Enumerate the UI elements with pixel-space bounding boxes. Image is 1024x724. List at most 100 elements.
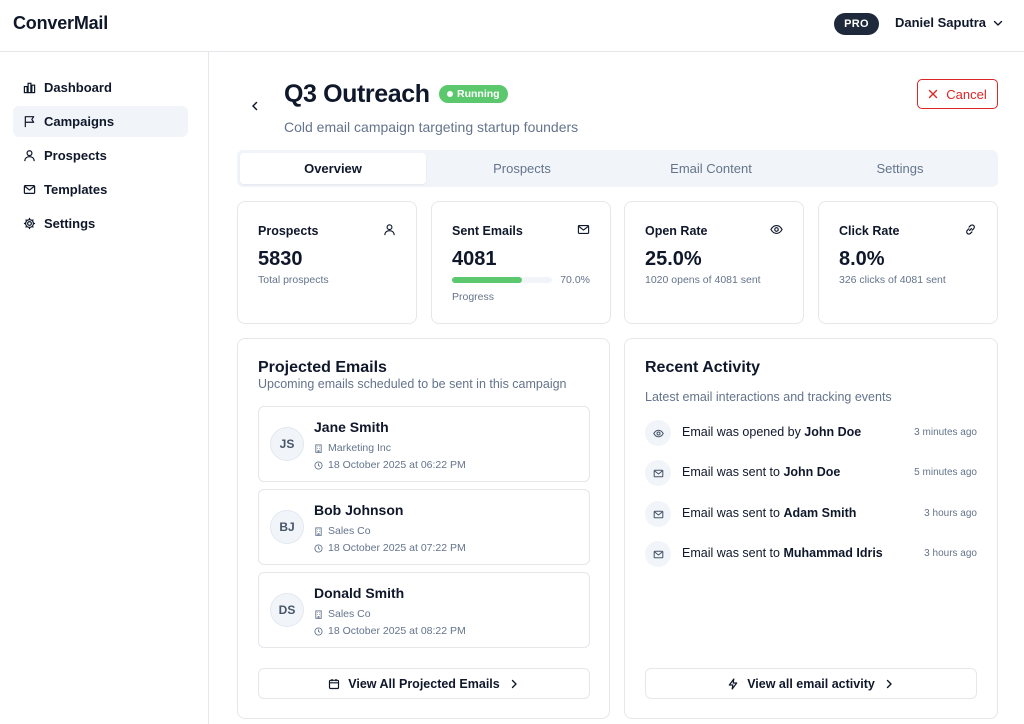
tab-overview[interactable]: Overview bbox=[240, 153, 426, 184]
avatar: DS bbox=[270, 593, 304, 627]
cancel-label: Cancel bbox=[946, 86, 987, 102]
page-title: Q3 Outreach bbox=[284, 80, 430, 108]
activity-item: Email was sent to Adam Smith 3 hours ago bbox=[645, 499, 977, 529]
activity-text: Email was sent to Adam Smith bbox=[682, 506, 856, 520]
progress-caption: Progress bbox=[452, 291, 495, 303]
sidebar-item-campaigns[interactable]: Campaigns bbox=[13, 106, 188, 137]
bar-chart-icon bbox=[23, 82, 36, 94]
progress-fill bbox=[452, 277, 522, 283]
button-label: View all email activity bbox=[747, 676, 875, 691]
panel-description: Latest email interactions and tracking e… bbox=[645, 390, 892, 404]
app-logo[interactable]: ConverMail bbox=[13, 13, 109, 33]
progress-percent: 70.0% bbox=[560, 274, 590, 286]
sidebar-item-prospects[interactable]: Prospects bbox=[13, 140, 188, 171]
activity-person: Muhammad Idris bbox=[783, 546, 883, 560]
tab-bar: Overview Prospects Email Content Setting… bbox=[237, 150, 998, 187]
plan-badge: PRO bbox=[834, 13, 879, 35]
chevron-right-icon bbox=[886, 679, 892, 688]
tab-settings[interactable]: Settings bbox=[876, 161, 924, 176]
stat-value: 5830 bbox=[258, 248, 303, 270]
recipient-name: Donald Smith bbox=[314, 585, 405, 601]
mail-icon bbox=[645, 501, 671, 527]
progress-bar bbox=[452, 277, 552, 283]
sidebar: Dashboard Campaigns Prospects Templates … bbox=[0, 52, 209, 724]
view-all-activity-button[interactable]: View all email activity bbox=[645, 668, 977, 699]
recipient-name: Bob Johnson bbox=[314, 502, 404, 518]
sidebar-item-label: Settings bbox=[44, 216, 96, 231]
stat-label: Sent Emails bbox=[452, 224, 523, 238]
scheduled-time: 18 October 2025 at 08:22 PM bbox=[328, 625, 466, 637]
activity-time: 3 hours ago bbox=[924, 548, 977, 559]
activity-action: Email was sent to bbox=[682, 465, 784, 479]
avatar: BJ bbox=[270, 510, 304, 544]
activity-time: 3 hours ago bbox=[924, 508, 977, 519]
eye-icon bbox=[770, 223, 783, 236]
projected-emails-panel: Projected Emails Upcoming emails schedul… bbox=[237, 338, 610, 719]
back-button[interactable] bbox=[245, 96, 265, 116]
activity-person: John Doe bbox=[804, 425, 862, 439]
tab-email-content[interactable]: Email Content bbox=[670, 161, 752, 176]
projected-email-item[interactable]: DS Donald Smith Sales Co 18 October 2025… bbox=[258, 572, 590, 648]
stat-card-open-rate: Open Rate 25.0% 1020 opens of 4081 sent bbox=[624, 201, 804, 324]
activity-action: Email was sent to bbox=[682, 506, 784, 520]
close-icon bbox=[929, 89, 938, 99]
status-badge: Running bbox=[439, 85, 508, 103]
status-dot bbox=[447, 91, 453, 97]
stat-subtext: 1020 opens of 4081 sent bbox=[645, 274, 761, 286]
schedule-row: 18 October 2025 at 08:22 PM bbox=[314, 625, 466, 637]
user-icon bbox=[383, 223, 396, 236]
company-row: Sales Co bbox=[314, 608, 371, 620]
sidebar-item-label: Campaigns bbox=[44, 114, 115, 129]
scheduled-time: 18 October 2025 at 06:22 PM bbox=[328, 459, 466, 471]
stat-card-prospects: Prospects 5830 Total prospects bbox=[237, 201, 417, 324]
avatar: JS bbox=[270, 427, 304, 461]
view-all-projected-button[interactable]: View All Projected Emails bbox=[258, 668, 590, 699]
sidebar-item-settings[interactable]: Settings bbox=[13, 208, 188, 239]
activity-text: Email was sent to John Doe bbox=[682, 465, 840, 479]
sidebar-item-templates[interactable]: Templates bbox=[13, 174, 188, 205]
sidebar-item-dashboard[interactable]: Dashboard bbox=[13, 72, 188, 103]
user-icon bbox=[24, 150, 35, 162]
company-name: Sales Co bbox=[328, 525, 371, 537]
activity-person: Adam Smith bbox=[783, 506, 857, 520]
clock-icon bbox=[314, 626, 323, 636]
activity-text: Email was sent to Muhammad Idris bbox=[682, 546, 883, 560]
user-name: Daniel Saputra bbox=[895, 15, 987, 30]
stat-value: 25.0% bbox=[645, 248, 702, 270]
link-icon bbox=[964, 223, 977, 236]
clock-icon bbox=[314, 460, 323, 470]
activity-person: John Doe bbox=[783, 465, 841, 479]
chevron-left-icon bbox=[252, 101, 258, 111]
stat-subtext: Total prospects bbox=[258, 274, 329, 286]
flag-icon bbox=[24, 116, 35, 128]
mail-icon bbox=[23, 184, 36, 195]
activity-item: Email was sent to Muhammad Idris 3 hours… bbox=[645, 539, 977, 569]
company-row: Sales Co bbox=[314, 525, 371, 537]
stat-subtext: 326 clicks of 4081 sent bbox=[839, 274, 946, 286]
company-name: Sales Co bbox=[328, 608, 371, 620]
schedule-row: 18 October 2025 at 06:22 PM bbox=[314, 459, 466, 471]
panel-title: Recent Activity bbox=[645, 359, 760, 376]
building-icon bbox=[315, 609, 322, 619]
activity-time: 3 minutes ago bbox=[914, 427, 977, 438]
stat-value: 8.0% bbox=[839, 248, 885, 270]
mail-icon bbox=[645, 541, 671, 567]
tab-prospects[interactable]: Prospects bbox=[493, 161, 551, 176]
company-row: Marketing Inc bbox=[314, 442, 391, 454]
mail-icon bbox=[645, 460, 671, 486]
projected-email-item[interactable]: BJ Bob Johnson Sales Co 18 October 2025 … bbox=[258, 489, 590, 565]
page-subtitle: Cold email campaign targeting startup fo… bbox=[284, 119, 579, 135]
projected-email-item[interactable]: JS Jane Smith Marketing Inc 18 October 2… bbox=[258, 406, 590, 482]
schedule-row: 18 October 2025 at 07:22 PM bbox=[314, 542, 466, 554]
recipient-name: Jane Smith bbox=[314, 419, 389, 435]
panel-description: Upcoming emails scheduled to be sent in … bbox=[258, 377, 567, 391]
building-icon bbox=[315, 526, 322, 536]
user-menu[interactable]: Daniel Saputra bbox=[895, 15, 1004, 30]
clock-icon bbox=[314, 543, 323, 553]
chevron-right-icon bbox=[511, 679, 517, 688]
activity-time: 5 minutes ago bbox=[914, 467, 977, 478]
activity-item: Email was sent to John Doe 5 minutes ago bbox=[645, 458, 977, 488]
stat-card-sent-emails: Sent Emails 4081 70.0% Progress bbox=[431, 201, 611, 324]
status-label: Running bbox=[457, 88, 500, 100]
cancel-button[interactable]: Cancel bbox=[917, 79, 998, 109]
